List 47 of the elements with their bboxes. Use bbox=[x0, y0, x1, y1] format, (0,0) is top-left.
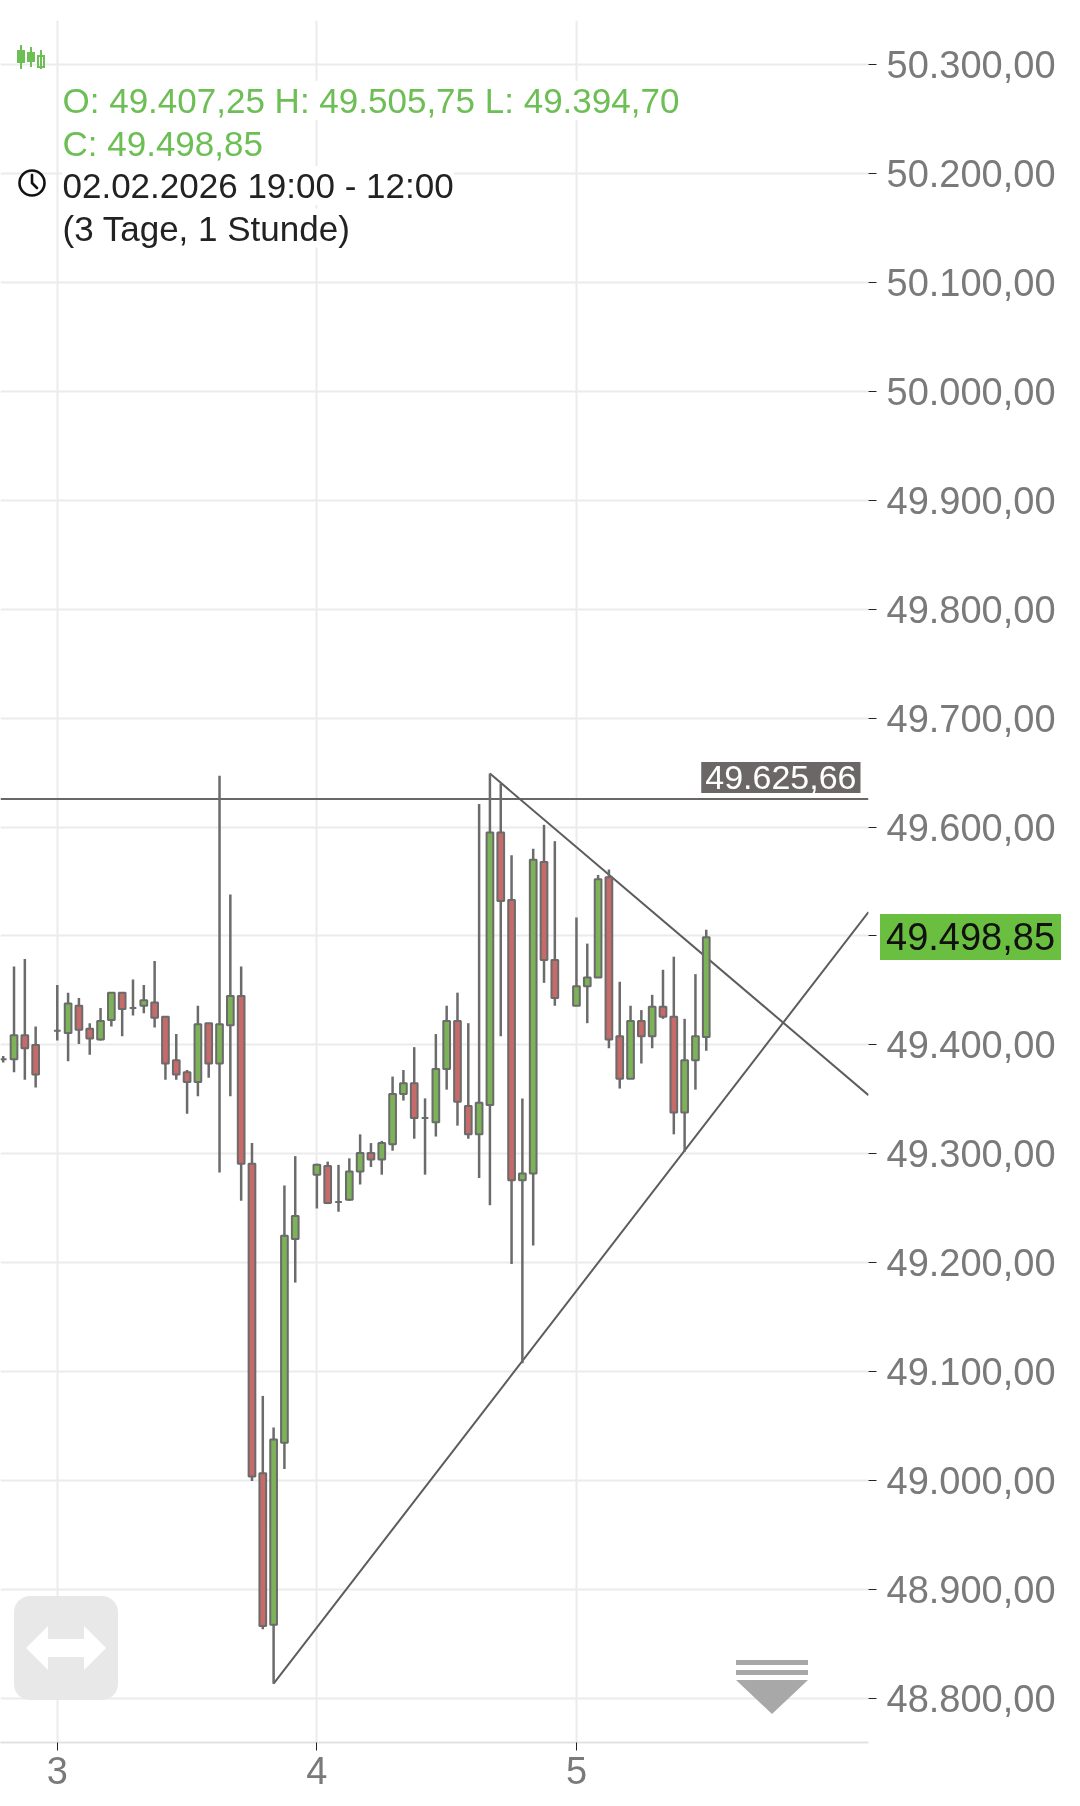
y-tick-label: 49.900,00 bbox=[886, 479, 1056, 522]
candlestick bbox=[74, 996, 84, 1046]
candlestick bbox=[171, 1032, 181, 1082]
ref-line-label: 49.625,66 bbox=[705, 758, 857, 797]
text: 49.498,85 bbox=[880, 913, 1062, 960]
candlestick bbox=[637, 1008, 646, 1065]
x-tick-label: 5 bbox=[565, 1749, 588, 1792]
candlestick bbox=[182, 1068, 192, 1115]
candlestick bbox=[582, 942, 592, 1025]
candlestick bbox=[117, 991, 127, 1038]
candlestick bbox=[139, 983, 149, 1015]
annotation: 02.02.2026 19:00 - 12:00 bbox=[62, 166, 454, 205]
y-tick-label: 49.100,00 bbox=[886, 1351, 1056, 1394]
text: O: 49.407,25 H: 49.505,75 L: 49.394,70 bbox=[62, 81, 680, 120]
y-tick-label: 49.400,00 bbox=[886, 1024, 1056, 1067]
y-tick-label: 48.800,00 bbox=[886, 1678, 1056, 1721]
candlestick bbox=[399, 1068, 408, 1102]
y-tick-label: 49.200,00 bbox=[886, 1242, 1056, 1285]
candlestick bbox=[377, 1139, 387, 1176]
text: C: 49.498,85 bbox=[62, 123, 263, 163]
y-tick-label: 49.000,00 bbox=[886, 1460, 1056, 1503]
candlestick bbox=[312, 1162, 322, 1210]
y-tick-label: 49.600,00 bbox=[886, 806, 1056, 849]
y-tick-label: 50.300,00 bbox=[886, 43, 1056, 86]
y-tick-label: 49.800,00 bbox=[886, 588, 1056, 631]
candlestick bbox=[691, 972, 700, 1091]
y-tick-label: 50.000,00 bbox=[886, 370, 1056, 413]
y-tick-label: 49.700,00 bbox=[886, 697, 1056, 740]
annotation: (3 Tage, 1 Stunde) bbox=[62, 208, 350, 248]
y-tick-label: 50.200,00 bbox=[886, 152, 1056, 195]
candlestick bbox=[9, 965, 19, 1074]
candlestick bbox=[20, 957, 30, 1082]
candlestick bbox=[572, 916, 581, 1007]
candlestick bbox=[366, 1141, 376, 1169]
candlestick bbox=[658, 968, 668, 1021]
candlestick bbox=[518, 1097, 527, 1365]
candlestick bbox=[290, 1154, 300, 1284]
candlestick bbox=[85, 1021, 95, 1057]
candlestick bbox=[96, 1006, 105, 1042]
y-tick-label: 48.900,00 bbox=[886, 1569, 1056, 1612]
candlestick bbox=[474, 802, 484, 1180]
candlestick bbox=[355, 1133, 365, 1186]
x-tick-label: 3 bbox=[46, 1749, 68, 1792]
x-tick-label: 4 bbox=[306, 1749, 328, 1792]
y-tick-label: 49.300,00 bbox=[886, 1133, 1056, 1176]
y-tick-label: 50.100,00 bbox=[886, 261, 1056, 304]
candlestick bbox=[150, 959, 159, 1029]
